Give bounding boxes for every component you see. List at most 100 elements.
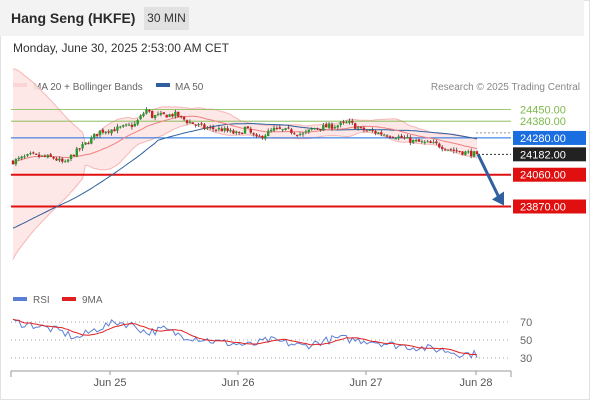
candle — [278, 125, 281, 130]
candle-body — [98, 130, 102, 136]
candle — [359, 126, 363, 129]
candle-body — [298, 133, 302, 135]
candle — [119, 125, 122, 129]
candle-body — [429, 141, 432, 144]
candle — [258, 134, 261, 137]
candle — [327, 121, 331, 129]
candle-body — [417, 139, 421, 142]
candle-body — [342, 121, 345, 123]
candle — [261, 135, 264, 140]
candle-body — [264, 135, 267, 139]
candle — [49, 152, 52, 158]
candle — [417, 138, 421, 142]
candle — [23, 154, 26, 159]
candle — [406, 134, 409, 139]
candle-body — [148, 109, 151, 112]
candle — [293, 131, 296, 135]
candle-body — [133, 123, 136, 127]
candle-body — [185, 120, 189, 124]
candle — [84, 142, 87, 146]
candle — [339, 121, 342, 128]
candle — [200, 121, 203, 126]
candle-body — [87, 143, 90, 145]
candle-body — [226, 128, 229, 132]
candle-body — [293, 133, 296, 135]
candle — [377, 131, 380, 135]
candle-body — [113, 129, 116, 132]
candle — [217, 125, 221, 132]
candle-body — [235, 131, 238, 133]
candle — [133, 121, 136, 127]
candle-body — [296, 134, 299, 136]
candle-body — [66, 159, 70, 162]
timeframe-badge[interactable]: 30 MIN — [144, 7, 189, 30]
candle-body — [449, 149, 453, 151]
candle — [301, 131, 305, 137]
candle-body — [406, 136, 409, 139]
candle-body — [168, 114, 171, 117]
candle — [139, 114, 142, 120]
candle-body — [336, 125, 339, 128]
candle — [153, 114, 157, 121]
candle-body — [217, 128, 221, 130]
candle — [209, 124, 212, 130]
candle — [162, 112, 165, 115]
candle — [336, 124, 339, 130]
candle — [322, 122, 325, 132]
candle — [188, 119, 192, 124]
candle-body — [69, 154, 73, 159]
candle — [127, 122, 131, 126]
candle-body — [35, 153, 38, 155]
candle — [290, 127, 293, 135]
legend-ma20-bollinger: MA 20 + Bollinger Bands — [33, 82, 143, 93]
candle — [90, 135, 93, 145]
candle — [252, 132, 255, 137]
candle-body — [223, 128, 226, 131]
candle-body — [81, 144, 84, 149]
candle-body — [40, 155, 44, 157]
candle — [191, 122, 194, 124]
x-tick-label: Jun 28 — [459, 377, 492, 389]
candle-body — [310, 128, 313, 130]
candle-body — [278, 127, 281, 129]
candle-body — [188, 122, 192, 124]
candle-body — [20, 156, 23, 159]
candle — [249, 126, 252, 135]
candle — [104, 131, 107, 135]
candle — [351, 118, 354, 125]
candle-body — [258, 135, 261, 137]
candle — [20, 155, 23, 161]
candle-body — [171, 114, 174, 117]
candle-body — [49, 154, 52, 157]
candle-body — [359, 126, 363, 128]
legend-9ma: 9MA — [82, 295, 103, 306]
candle — [69, 154, 73, 162]
candle — [441, 145, 444, 152]
candle — [223, 126, 226, 133]
candle-body — [145, 109, 148, 114]
candle — [272, 125, 276, 133]
ma50-polyline — [12, 123, 478, 229]
candle — [304, 129, 308, 135]
candle — [452, 147, 455, 154]
candle — [284, 127, 287, 131]
candle — [319, 129, 322, 132]
candle — [171, 113, 174, 118]
candle-body — [14, 159, 18, 165]
candle-body — [351, 120, 354, 123]
candle-body — [464, 151, 467, 156]
candle-body — [11, 160, 15, 165]
candle-body — [426, 141, 429, 143]
candle-body — [380, 132, 383, 135]
candle — [61, 157, 64, 164]
candle-body — [420, 141, 424, 143]
candle-body — [122, 125, 125, 127]
header-bar: Hang Seng (HKFE) 30 MIN — [0, 0, 584, 36]
candle — [64, 159, 67, 163]
candle-body — [345, 122, 348, 124]
candle — [296, 134, 299, 138]
candle-body — [55, 158, 58, 161]
candle — [316, 127, 319, 131]
